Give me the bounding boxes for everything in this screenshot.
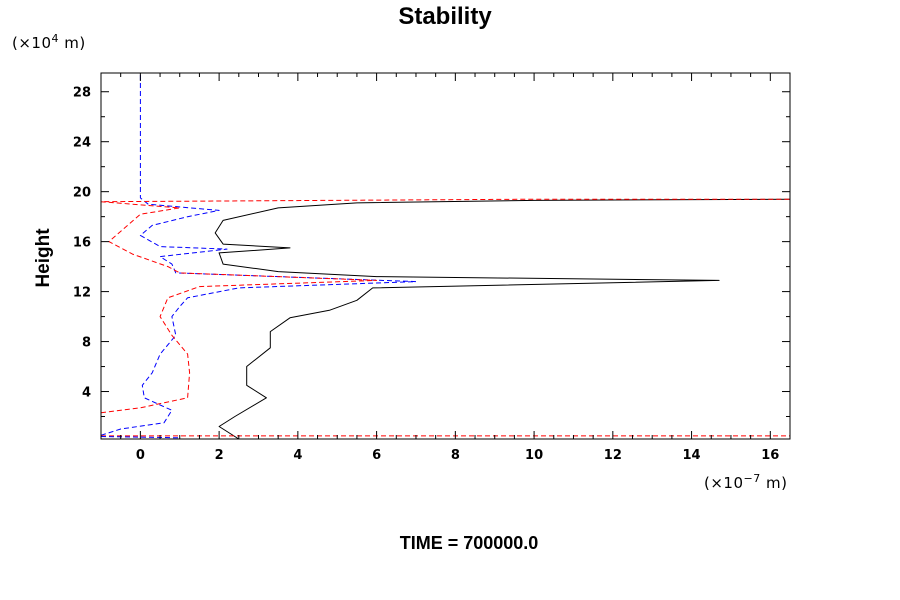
y-tick-label: 16 — [73, 236, 91, 251]
x-tick-label: 0 — [136, 448, 145, 463]
plot-frame — [100, 72, 791, 440]
series-line-2 — [101, 73, 417, 436]
time-label: TIME = 700000.0 — [400, 533, 539, 553]
y-tick-label: 20 — [73, 186, 91, 201]
svg-text:(×10−7 m): (×10−7 m) — [704, 472, 787, 492]
x-tick-label: 6 — [372, 448, 381, 463]
x-tick-label: 10 — [525, 448, 543, 463]
x-tick-label: 8 — [451, 448, 460, 463]
y-tick-label: 24 — [73, 136, 91, 151]
y-axis-label: Height — [33, 228, 54, 288]
x-tick-label: 4 — [293, 448, 302, 463]
series-line-5 — [101, 436, 180, 439]
y-unit-label: (×104 m) — [12, 32, 86, 52]
svg-text:(×104 m): (×104 m) — [12, 32, 86, 52]
x-tick-label: 12 — [604, 448, 622, 463]
y-tick-label: 28 — [73, 86, 91, 101]
x-tick-label: 14 — [683, 448, 701, 463]
y-tick-label: 4 — [82, 386, 91, 401]
series-line-3 — [101, 198, 790, 414]
x-unit-label: (×10−7 m) — [704, 472, 787, 492]
series-layer — [101, 73, 790, 439]
chart-title: Stability — [398, 3, 492, 30]
series-line-1 — [214, 198, 790, 439]
x-tick-label: 2 — [215, 448, 224, 463]
y-tick-label: 8 — [82, 336, 91, 351]
x-tick-label: 16 — [761, 448, 779, 463]
y-tick-label: 12 — [73, 286, 91, 301]
